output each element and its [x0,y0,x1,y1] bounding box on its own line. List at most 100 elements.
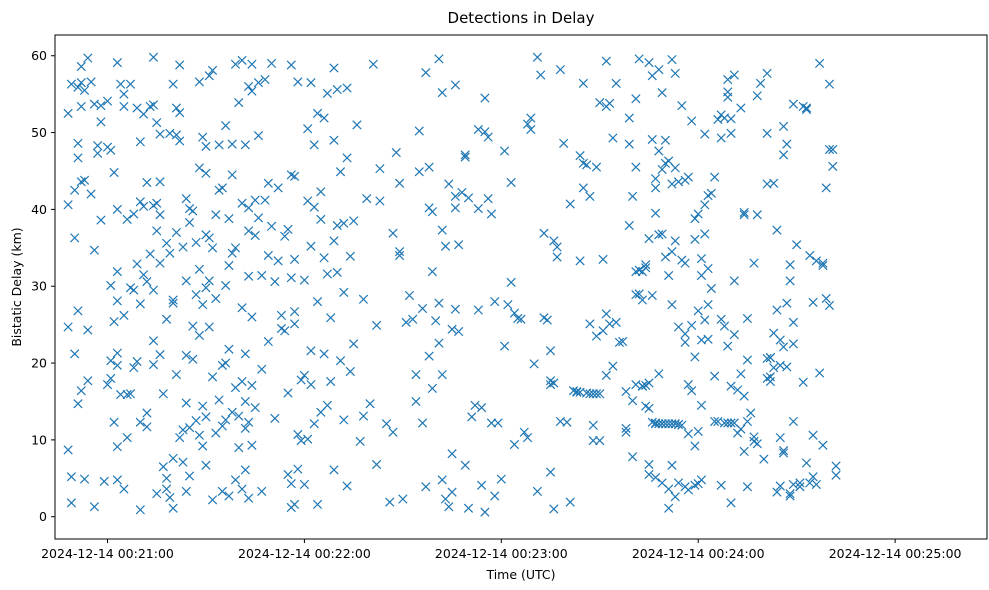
data-point [309,419,319,429]
data-point [152,117,162,128]
data-point [490,491,500,501]
data-point [657,229,667,239]
data-point [148,285,159,295]
data-point [286,60,296,70]
data-point [424,162,434,172]
data-point [657,87,667,98]
data-point [306,78,316,88]
data-point [96,117,106,127]
data-point [726,114,736,124]
data-point [358,294,369,304]
data-point [175,107,185,118]
data-point [690,441,700,451]
data-point [230,475,241,485]
data-point [736,424,746,434]
data-point [785,260,795,270]
data-point [782,362,792,372]
data-point [739,210,749,220]
x-tick-label: 2024-12-14 00:22:00 [238,546,371,561]
data-point [742,416,753,427]
data-point [690,234,700,244]
y-tick-label: 50 [31,125,47,140]
data-point [555,64,566,75]
data-point [168,295,178,305]
data-point [634,54,644,64]
data-point [306,379,316,390]
y-tick-label: 60 [31,48,47,63]
data-point [155,349,165,360]
data-point [247,312,257,322]
data-point [221,415,231,425]
data-point [119,101,129,112]
data-point [394,178,405,188]
data-point [778,150,789,160]
data-point [644,403,654,414]
data-point [604,98,615,109]
data-point [339,218,349,228]
data-point [335,356,346,366]
data-point [240,396,250,407]
data-point [460,152,470,162]
data-point [106,280,116,291]
y-tick-label: 10 [31,432,47,447]
data-point [644,378,654,388]
data-point [293,429,303,440]
data-point [102,379,113,390]
data-point [414,126,424,136]
chart-title: Detections in Delay [448,9,595,27]
data-point [696,475,707,485]
data-point [769,178,779,188]
data-point [818,258,828,268]
data-point [342,83,352,93]
data-point [509,439,520,450]
data-point [73,138,83,148]
data-point [788,416,799,427]
data-point [319,349,329,359]
data-point [621,427,631,437]
data-point [506,277,516,288]
data-point [772,487,782,497]
data-point [270,413,280,424]
data-point [129,209,139,219]
data-point [188,206,198,216]
data-point [683,172,693,182]
data-point [138,270,149,280]
data-point [578,183,588,193]
data-point [473,124,483,135]
data-point [349,339,359,349]
data-point [247,380,257,390]
data-point [129,285,139,295]
data-point [221,121,231,131]
data-point [204,276,214,286]
data-point [778,342,789,352]
data-point [319,253,329,263]
data-point [503,300,513,310]
x-tick-label: 2024-12-14 00:24:00 [632,546,765,561]
data-point [506,177,516,188]
data-point [79,474,90,484]
data-point [70,349,80,359]
data-point [831,461,841,471]
data-point [355,436,365,447]
data-point [723,418,733,428]
data-point [726,128,736,138]
data-point [522,119,533,129]
data-point [260,74,270,85]
data-point [601,370,611,380]
data-point [188,354,198,364]
data-point [473,305,483,315]
data-point [224,491,234,501]
data-point [657,419,667,429]
data-point [194,77,205,87]
data-point [526,124,536,135]
data-point [614,337,625,347]
data-point [319,113,329,123]
data-point [66,79,77,89]
data-point [549,504,559,514]
data-point [237,376,247,387]
data-point [460,150,470,160]
data-point [322,269,333,279]
data-point [752,210,762,220]
data-point [680,258,690,268]
data-point [417,418,428,428]
